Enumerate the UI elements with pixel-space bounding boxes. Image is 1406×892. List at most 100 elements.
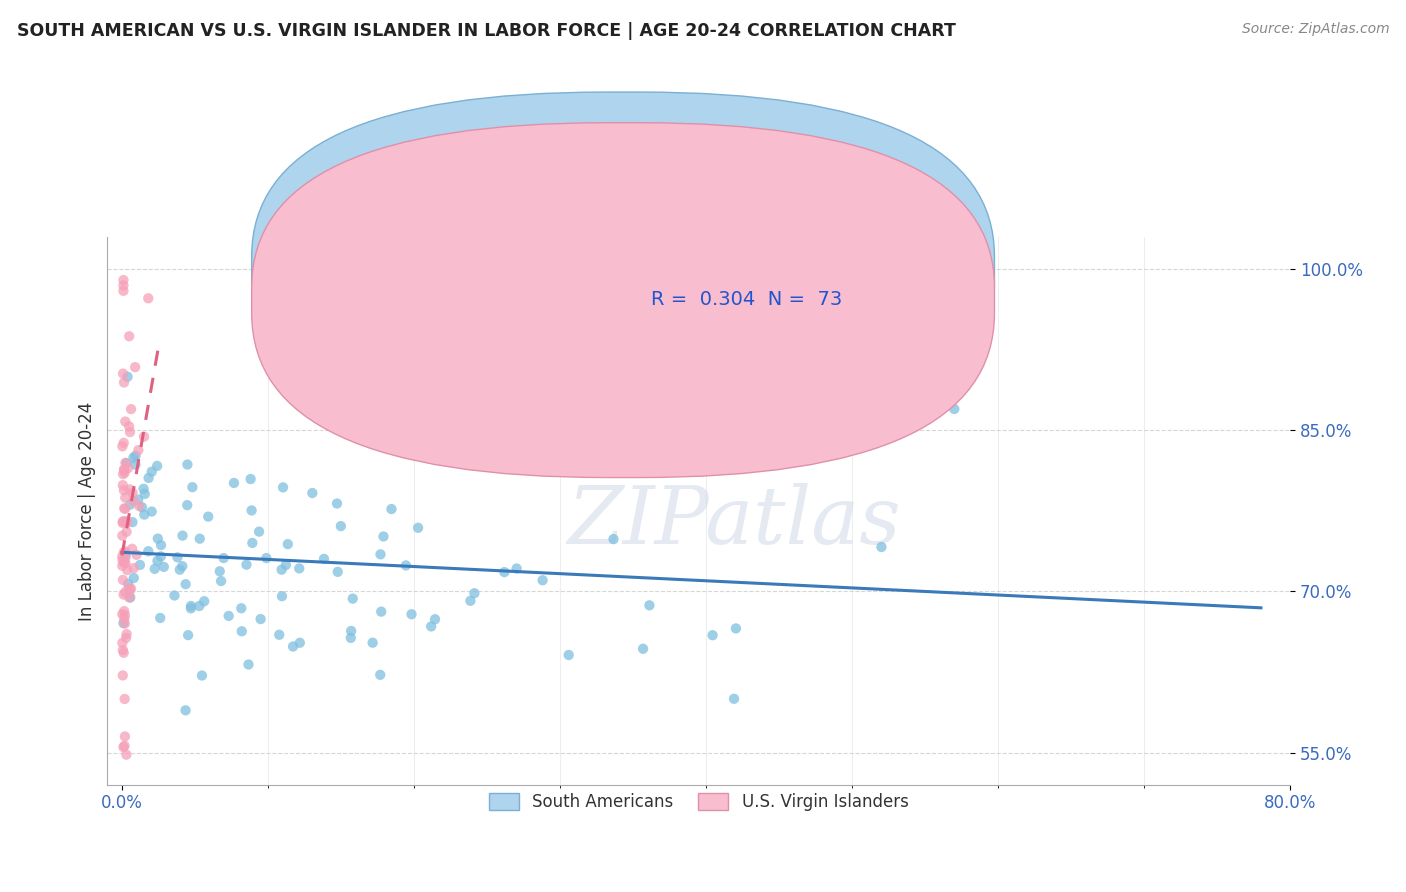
Point [129, 558, 152, 572]
Point [631, 641, 654, 656]
Point [112, 278, 135, 293]
Point [277, 537, 299, 551]
Point [114, 548, 136, 562]
Point [231, 601, 253, 615]
Point [249, 612, 271, 626]
Point [118, 425, 141, 439]
Point [342, 591, 364, 606]
Point [149, 549, 172, 564]
Point [122, 561, 145, 575]
Point [247, 524, 270, 539]
Point [592, 456, 614, 470]
Point [114, 585, 136, 599]
Point [212, 551, 235, 566]
Text: R =  0.304  N =  73: R = 0.304 N = 73 [651, 290, 842, 309]
Point [112, 467, 135, 482]
Point [401, 607, 423, 622]
Point [114, 557, 136, 571]
Point [240, 503, 263, 517]
Point [172, 528, 194, 542]
Point [134, 508, 156, 522]
Point [326, 496, 349, 510]
Point [118, 483, 141, 497]
Point [271, 589, 294, 603]
Point [115, 456, 138, 470]
Point [114, 501, 136, 516]
Point [112, 588, 135, 602]
Point [124, 449, 146, 463]
Point [146, 554, 169, 568]
Point [114, 550, 136, 565]
Point [209, 574, 232, 588]
Point [132, 482, 155, 496]
Point [115, 514, 138, 528]
Text: ZIPatlas: ZIPatlas [568, 483, 901, 561]
FancyBboxPatch shape [252, 92, 994, 447]
Point [181, 480, 204, 494]
Point [238, 657, 260, 672]
Point [111, 549, 134, 564]
Point [120, 498, 142, 512]
Point [288, 561, 311, 575]
Point [125, 548, 148, 562]
Point [115, 524, 138, 539]
Point [557, 648, 579, 662]
Point [114, 491, 136, 505]
Point [301, 486, 323, 500]
Point [117, 369, 139, 384]
Point [111, 668, 134, 682]
Point [723, 691, 745, 706]
Y-axis label: In Labor Force | Age 20-24: In Labor Force | Age 20-24 [79, 401, 96, 621]
Point [638, 599, 661, 613]
Point [111, 516, 134, 530]
Point [112, 545, 135, 559]
Point [127, 443, 149, 458]
Point [112, 501, 135, 516]
Legend: South Americans, U.S. Virgin Islanders: South Americans, U.S. Virgin Islanders [482, 786, 915, 817]
Point [368, 668, 391, 682]
Point [870, 540, 893, 554]
Point [115, 563, 138, 577]
Point [112, 616, 135, 631]
FancyBboxPatch shape [252, 123, 994, 477]
Point [112, 646, 135, 660]
Point [153, 560, 176, 574]
Point [132, 430, 155, 444]
Point [121, 515, 143, 529]
Point [111, 636, 134, 650]
Point [114, 616, 136, 631]
Point [218, 608, 240, 623]
Point [702, 628, 724, 642]
Point [370, 547, 392, 561]
Point [111, 558, 134, 573]
Point [423, 612, 446, 626]
Point [176, 458, 198, 472]
Point [122, 494, 145, 508]
Point [131, 500, 153, 515]
Point [128, 499, 150, 513]
Point [120, 402, 142, 417]
Point [191, 668, 214, 682]
Point [373, 529, 395, 543]
Point [115, 516, 138, 530]
Point [329, 519, 352, 533]
Point [112, 514, 135, 528]
Point [340, 624, 363, 638]
Point [222, 475, 245, 490]
Point [380, 502, 402, 516]
Point [169, 563, 191, 577]
Point [120, 583, 142, 598]
Point [326, 565, 349, 579]
Point [115, 747, 138, 762]
Point [149, 611, 172, 625]
Point [121, 486, 143, 500]
Point [111, 529, 134, 543]
Point [118, 329, 141, 343]
Point [197, 509, 219, 524]
Point [312, 552, 335, 566]
Point [115, 631, 138, 645]
Point [174, 577, 197, 591]
Point [174, 703, 197, 717]
Text: R = -0.495  N = 107: R = -0.495 N = 107 [651, 259, 849, 278]
Point [114, 739, 136, 753]
